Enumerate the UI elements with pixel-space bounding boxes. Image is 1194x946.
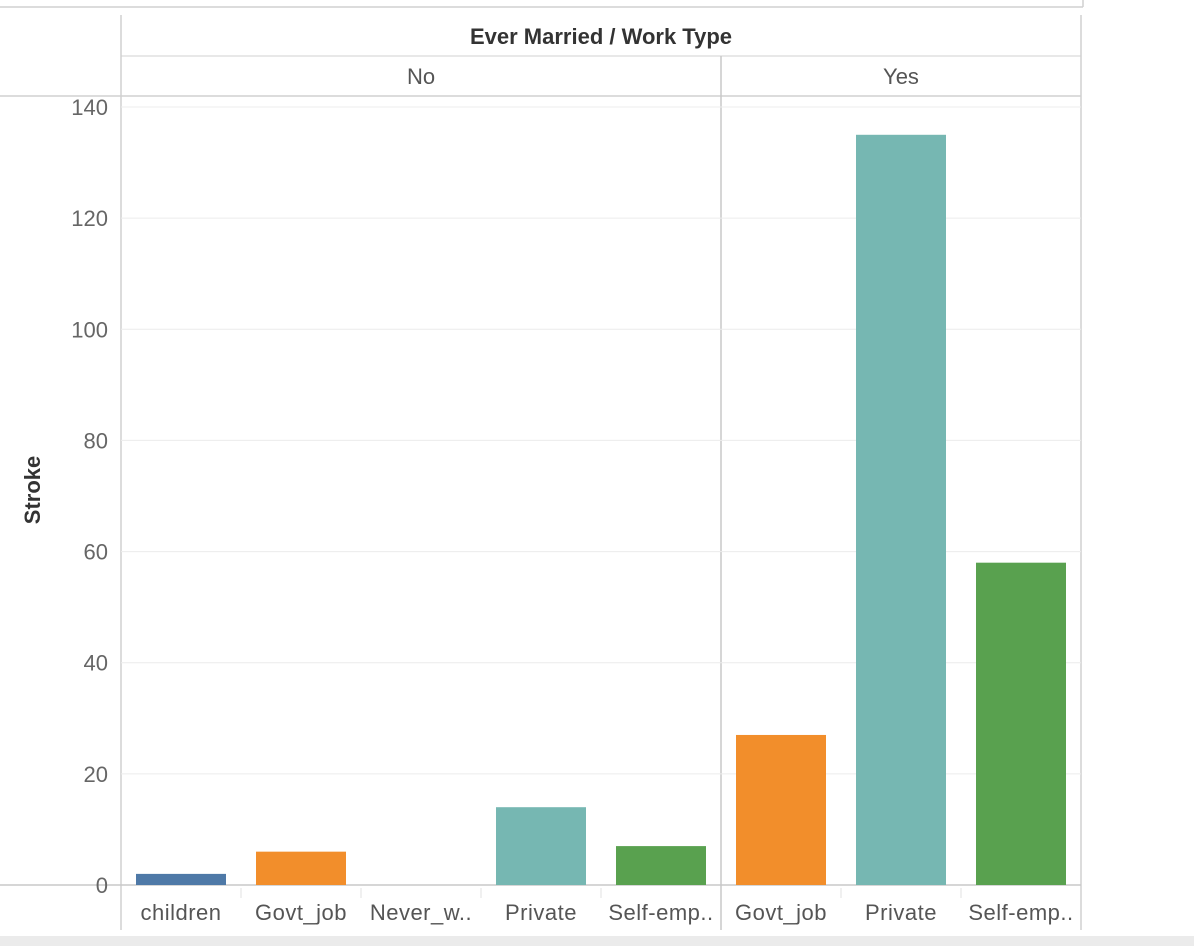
category-labels: children Govt_job Never_w.. Private Self-emp…: [140, 888, 1073, 925]
category-label: children: [140, 900, 221, 925]
category-label: Private: [865, 900, 937, 925]
category-label: Self-emp..: [608, 900, 713, 925]
category-label: Govt_job: [255, 900, 347, 925]
y-tick-label: 40: [84, 651, 108, 676]
group-headers: No Yes: [407, 64, 919, 89]
y-axis-label: Stroke: [20, 456, 45, 524]
bar-no-4: [616, 846, 706, 885]
bar-yes-1: [856, 134, 946, 886]
y-axis-ticks: 0 20 40 60 80 100 120 140: [71, 95, 108, 898]
bars: [136, 134, 1066, 886]
bar-no-0: [136, 873, 226, 885]
y-tick-label: 100: [71, 317, 108, 342]
group-header-yes: Yes: [883, 64, 919, 89]
bar-no-3: [496, 807, 586, 885]
scroll-strip: [0, 936, 1194, 946]
bar-no-1: [256, 851, 346, 885]
bar-yes-2: [976, 562, 1066, 885]
y-tick-label: 20: [84, 762, 108, 787]
category-label: Govt_job: [735, 900, 827, 925]
category-label: Self-emp..: [968, 900, 1073, 925]
y-tick-label: 0: [96, 873, 108, 898]
chart-title: Ever Married / Work Type: [470, 24, 732, 49]
bar-yes-0: [736, 734, 826, 885]
y-tick-label: 60: [84, 540, 108, 565]
category-label: Private: [505, 900, 577, 925]
category-label: Never_w..: [370, 900, 472, 925]
y-tick-label: 140: [71, 95, 108, 120]
chart-frame: [0, 0, 1084, 930]
y-tick-label: 120: [71, 206, 108, 231]
y-tick-label: 80: [84, 428, 108, 453]
group-header-no: No: [407, 64, 435, 89]
